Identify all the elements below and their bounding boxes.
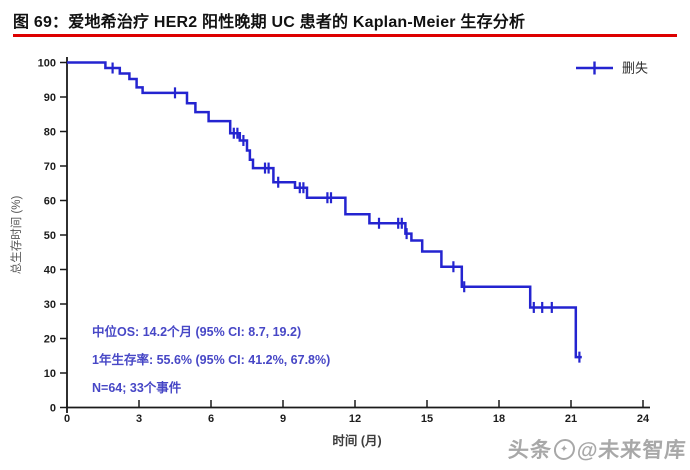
y-tick-label: 70 [44,161,56,173]
x-tick-label: 0 [64,413,70,425]
watermark: 头条 ✦ @未来智库 [506,434,687,464]
y-tick-label: 0 [50,403,56,415]
x-tick-label: 6 [208,413,214,425]
watermark-suffix: @未来智库 [575,439,687,462]
watermark-logo-icon: ✦ [552,438,576,460]
x-tick-label: 18 [493,413,505,425]
survival-curve [67,61,582,359]
y-tick-label: 90 [44,92,56,104]
x-tick-label: 15 [421,413,433,425]
x-tick-label: 9 [280,413,286,425]
y-tick-label: 80 [44,127,56,139]
y-tick-label: 40 [44,265,56,277]
y-tick-label: 10 [44,368,56,380]
legend: 删失 [576,61,648,76]
y-tick-label: 100 [38,58,56,70]
x-axis-title: 时间 (月) [332,433,381,448]
x-tick-label: 3 [136,413,142,425]
y-tick-label: 60 [44,196,56,208]
stats-annotations: 中位OS: 14.2个月 (95% CI: 8.7, 19.2) 1年生存率: … [92,318,330,402]
y-axis-title: 总生存时间 (%) [9,196,23,275]
x-tick-label: 12 [349,413,361,425]
stat-median-os: 中位OS: 14.2个月 (95% CI: 8.7, 19.2) [92,325,302,339]
watermark-prefix: 头条 [506,439,553,462]
stat-n-events: N=64; 33个事件 [92,381,182,395]
x-tick-label: 24 [637,413,650,425]
y-tick-label: 20 [44,334,56,346]
legend-label: 删失 [622,61,648,76]
x-tick-label: 21 [565,413,577,425]
y-tick-label: 50 [44,230,56,242]
y-tick-label: 30 [44,299,56,311]
figure-title: 图 69：爱地希治疗 HER2 阳性晚期 UC 患者的 Kaplan-Meier… [13,14,526,31]
title-underline [13,34,677,37]
stat-1yr-survival: 1年生存率: 55.6% (95% CI: 41.2%, 67.8%) [92,353,331,367]
